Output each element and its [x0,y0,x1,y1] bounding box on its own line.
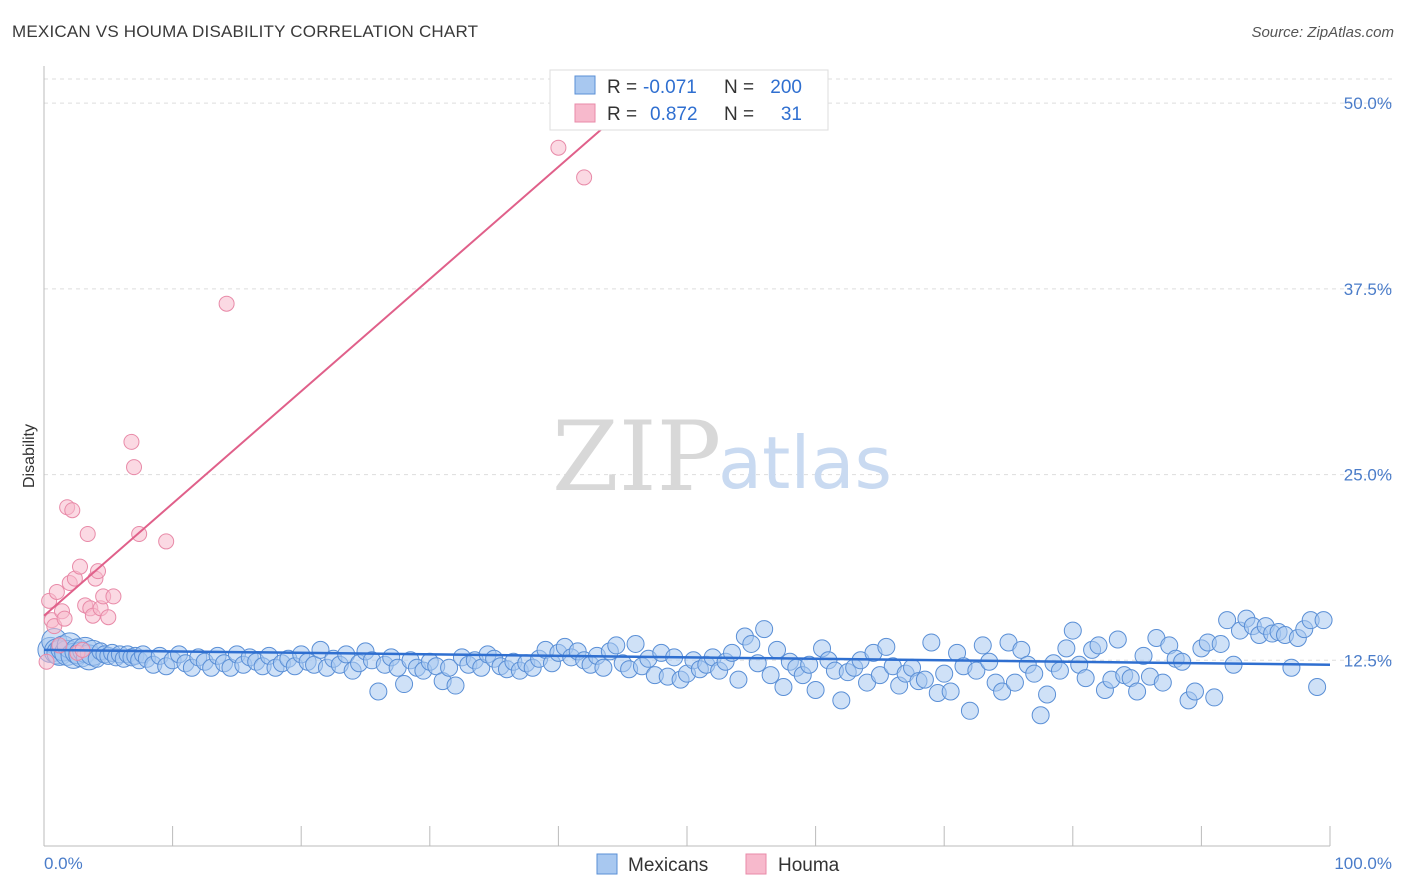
legend-r-value-houma: 0.872 [650,104,698,125]
source-label: Source: ZipAtlas.com [1251,24,1394,41]
mexicans-point [607,636,626,655]
mexicans-point [1031,706,1050,725]
watermark-atlas: atlas [718,421,892,505]
houma-point [38,653,55,670]
mexicans-point [1063,621,1082,640]
mexicans-point [1089,636,1108,655]
y-tick-label: 12.5% [1344,651,1392,670]
mexicans-point [800,655,819,674]
y-tick-label: 25.0% [1344,466,1392,485]
mexicans-point [1218,611,1237,630]
houma-point [79,526,96,542]
mexicans-point [877,637,896,656]
houma-points [38,139,593,670]
legend-swatch-houma [574,103,596,123]
legend-n-value-mexicans: 200 [770,77,802,98]
houma-point [72,558,89,575]
houma-trend-line [43,87,650,617]
mexicans-point [369,682,388,701]
mexicans-point [774,678,793,697]
mexicans-point [729,670,748,689]
houma-point [576,169,593,186]
legend-r-label-mexicans: R = [607,77,637,98]
mexicans-point [626,634,645,653]
houma-point [64,502,81,519]
bottom-legend-swatch-houma [745,853,767,875]
y-axis-tick-labels: 12.5% 25.0% 37.5% 50.0% [1344,94,1392,670]
x-axis-ticks [43,826,1331,846]
legend-n-label-mexicans: N = [724,77,754,98]
mexicans-point [742,634,761,653]
mexicans-point [915,670,934,689]
bottom-legend-label-mexicans: Mexicans [628,855,708,876]
mexicans-point [1108,630,1127,649]
series-legend: Mexicans Houma [596,853,840,876]
watermark-zip: ZIP [552,401,721,513]
legend-swatch-mexicans [574,75,596,95]
mexicans-point [967,661,986,680]
mexicans-point [1205,688,1224,707]
mexicans-trend-line [43,648,1331,666]
mexicans-point [1050,661,1069,680]
mexicans-point [1038,685,1057,704]
mexicans-point [1185,682,1204,701]
mexicans-point [832,691,851,710]
mexicans-point [440,658,459,677]
mexicans-point [1128,682,1147,701]
mexicans-point [993,682,1012,701]
mexicans-point [768,640,787,659]
mexicans-point [446,676,465,695]
bottom-legend-swatch-mexicans [596,853,618,875]
stats-legend-box [549,69,829,131]
houma-point [126,459,143,476]
houma-point [105,588,122,605]
mexicans-point [1005,673,1024,692]
houma-point [123,433,140,450]
x-tick-label-min: 0.0% [44,854,83,873]
houma-point [48,583,65,600]
mexicans-point [1134,646,1153,665]
x-tick-label-max: 100.0% [1334,854,1392,873]
gridlines [44,78,1395,661]
mexicans-point [1057,639,1076,658]
houma-point [100,609,117,626]
mexicans-point [806,681,825,699]
mexicans-point [973,636,992,655]
mexicans-point [1211,634,1230,653]
mexicans-point [922,633,941,652]
stats-legend: R = -0.071 N = 200 R = 0.872 N = 31 [549,69,829,131]
houma-point [550,139,567,156]
bottom-legend-label-houma: Houma [778,855,840,876]
legend-r-label-houma: R = [607,104,637,125]
mexicans-point [395,675,414,694]
y-tick-label: 50.0% [1344,94,1392,113]
houma-point [90,563,107,580]
mexicans-point [1076,669,1095,688]
mexicans-point [594,658,613,677]
mexicans-point [761,666,780,685]
y-tick-label: 37.5% [1344,280,1392,299]
mexicans-point [755,620,774,639]
legend-n-value-houma: 31 [781,104,802,125]
mexicans-point [941,682,960,701]
mexicans-point [1314,611,1333,630]
mexicans-point [1025,664,1044,683]
mexicans-points [37,609,1333,725]
chart-title: MEXICAN VS HOUMA DISABILITY CORRELATION … [12,22,479,41]
legend-r-value-mexicans: -0.071 [643,77,697,98]
mexicans-point [935,664,954,683]
mexicans-point [1012,640,1031,659]
legend-n-label-houma: N = [724,104,754,125]
mexicans-point [870,666,889,685]
mexicans-point [1282,658,1301,677]
houma-point [218,295,235,312]
mexicans-point [1153,673,1172,692]
y-axis-title: Disability [21,424,38,488]
houma-point [56,610,73,627]
houma-point [158,533,175,550]
mexicans-point [960,701,979,720]
mexicans-point [1308,678,1327,697]
